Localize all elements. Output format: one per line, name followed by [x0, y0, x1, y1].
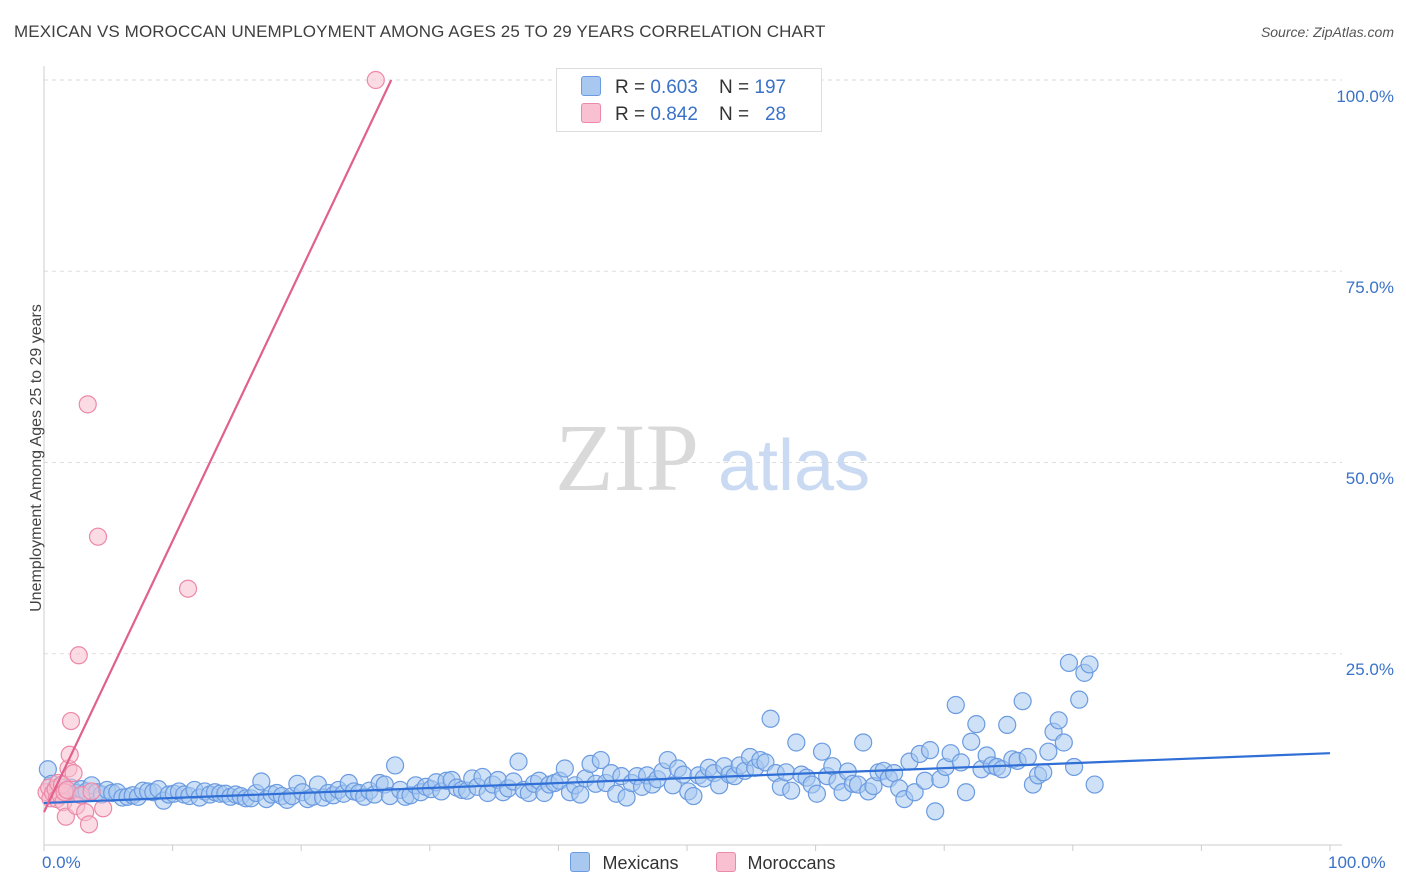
mexicans-point	[1013, 692, 1032, 711]
mexicans-point	[812, 742, 832, 761]
legend-item-mexicans: Mexicans	[570, 852, 678, 874]
mexicans-point	[1064, 757, 1084, 777]
moroccans-point	[60, 745, 79, 764]
legend-r-label: R =	[615, 104, 651, 125]
watermark-atlas: atlas	[718, 426, 870, 506]
legend-item-moroccans: Moroccans	[715, 852, 836, 874]
y-tick-75: 75.0%	[1345, 278, 1394, 297]
moroccans-point	[64, 763, 83, 783]
moroccans-point	[79, 815, 99, 834]
mexicans-point	[555, 759, 574, 778]
x-tick-0: 0.0%	[42, 853, 81, 872]
y-tick-100: 100.0%	[1336, 87, 1394, 106]
mexicans-point	[591, 750, 610, 770]
mexicans-point	[926, 802, 945, 821]
mexicans-point	[854, 733, 873, 752]
legend-r-value-moroccans: 0.842	[650, 104, 698, 125]
moroccans-point	[82, 782, 101, 801]
mexicans-point	[1070, 690, 1089, 709]
legend-row-moroccans: R = 0.842 N = 28	[581, 103, 786, 127]
mexicans-point	[761, 709, 780, 728]
legend-n-label: N =	[719, 104, 755, 125]
legend-n-label: N =	[719, 77, 755, 98]
mexicans-point	[509, 752, 528, 771]
legend-r-value-mexicans: 0.603	[650, 77, 698, 98]
moroccans-point	[366, 70, 385, 90]
mexicans-point	[915, 771, 935, 790]
legend-n-value-mexicans: 197	[754, 77, 787, 98]
mexicans-point	[1034, 763, 1053, 782]
mexicans-points	[38, 653, 1104, 821]
moroccans-point	[69, 646, 88, 665]
moroccans-points	[37, 70, 385, 834]
mexicans-point	[920, 741, 940, 760]
mexicans-point	[1018, 747, 1037, 767]
mexicans-legend-swatch	[570, 852, 591, 872]
legend-label-mexicans: Mexicans	[602, 853, 679, 873]
mexicans-point	[684, 786, 703, 806]
mexicans-trend-line	[43, 752, 1331, 805]
mexicans-point	[1054, 733, 1073, 752]
moroccans-point	[61, 711, 81, 731]
mexicans-point	[674, 765, 693, 784]
moroccans-point	[88, 527, 108, 546]
moroccans-trend-line	[43, 79, 393, 813]
legend-n-value-moroccans: 28	[764, 104, 787, 125]
mexicans-point	[962, 732, 981, 751]
mexicans-point	[1039, 742, 1058, 761]
moroccans-point	[94, 799, 113, 818]
trend-lines	[43, 79, 1331, 813]
mexicans-point	[998, 715, 1017, 734]
mexicans-point	[787, 733, 806, 752]
mexicans-point	[1059, 653, 1079, 673]
mexicans-point	[884, 763, 904, 783]
mexicans-point	[905, 783, 924, 802]
x-tick-100: 100.0%	[1328, 853, 1386, 872]
legend-row-mexicans: R = 0.603 N = 197	[581, 76, 786, 100]
mexicans-point	[385, 756, 405, 775]
mexicans-point	[782, 781, 801, 800]
mexicans-point	[956, 783, 976, 802]
chart-title: MEXICAN VS MOROCCAN UNEMPLOYMENT AMONG A…	[14, 22, 826, 41]
y-axis-label: Unemployment Among Ages 25 to 29 years	[28, 304, 45, 612]
mexicans-point	[946, 695, 965, 715]
series-legend: Mexicans Moroccans	[0, 852, 1406, 874]
mexicans-point	[967, 715, 986, 734]
chart-source: Source: ZipAtlas.com	[1260, 24, 1394, 40]
legend-label-moroccans: Moroccans	[747, 853, 836, 873]
mexicans-point	[252, 772, 271, 791]
moroccans-swatch	[581, 103, 601, 123]
correlation-legend: R = 0.603 N = 197 R = 0.842 N = 28	[556, 68, 822, 132]
mexicans-point	[776, 763, 796, 782]
moroccans-point	[178, 579, 198, 598]
mexicans-point	[571, 785, 590, 804]
moroccans-point	[78, 395, 97, 414]
y-tick-25: 25.0%	[1345, 660, 1394, 679]
mexicans-point	[1085, 775, 1104, 794]
mexicans-swatch	[581, 76, 601, 96]
y-tick-50: 50.0%	[1345, 469, 1394, 488]
legend-r-label: R =	[615, 77, 651, 98]
mexicans-point	[1080, 655, 1099, 674]
mexicans-point	[807, 784, 826, 803]
watermark-zip: ZIP	[555, 404, 699, 511]
moroccans-legend-swatch	[715, 852, 736, 872]
mexicans-point	[1049, 711, 1068, 730]
